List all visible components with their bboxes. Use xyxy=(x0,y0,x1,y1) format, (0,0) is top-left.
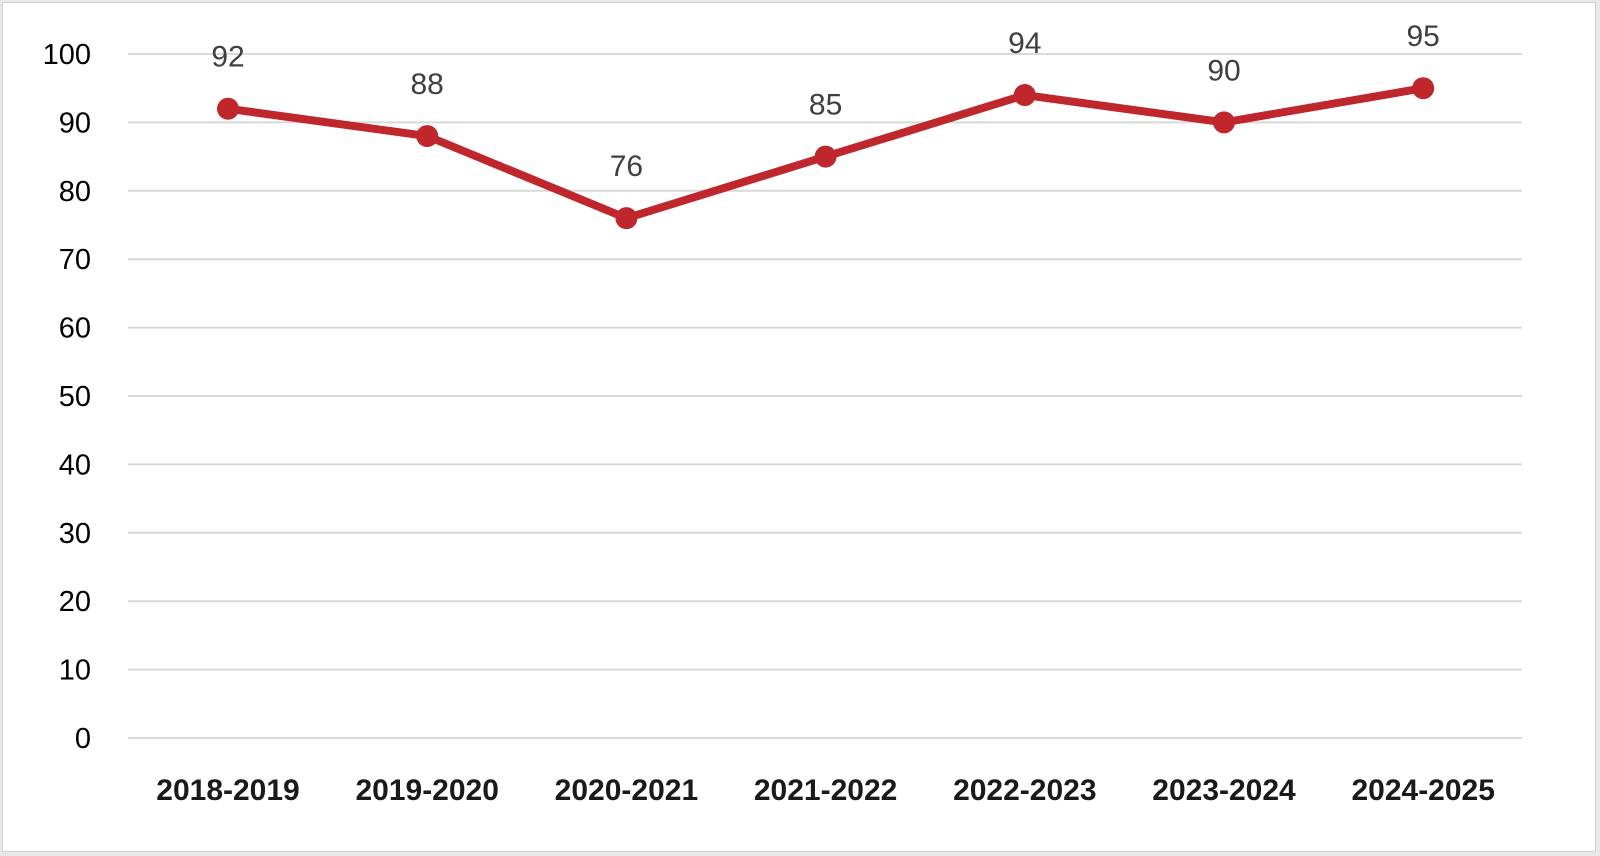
x-tick-label: 2018-2019 xyxy=(156,774,299,807)
x-tick-label: 2023-2024 xyxy=(1152,774,1296,807)
y-tick-label: 70 xyxy=(59,244,91,276)
data-label: 95 xyxy=(1407,20,1440,53)
data-point xyxy=(814,145,837,168)
x-tick-label: 2020-2021 xyxy=(555,774,698,807)
y-tick-label: 30 xyxy=(59,518,91,550)
data-labels: 92 88 76 85 94 90 95 xyxy=(211,20,1440,183)
x-axis-ticks: 2018-2019 2019-2020 2020-2021 2021-2022 2022… xyxy=(156,774,1495,807)
data-point xyxy=(1412,77,1435,100)
data-point xyxy=(217,97,239,120)
x-tick-label: 2019-2020 xyxy=(355,774,498,807)
data-label: 76 xyxy=(610,150,643,183)
y-tick-label: 60 xyxy=(59,313,91,345)
data-point xyxy=(1213,111,1235,134)
data-label: 92 xyxy=(211,41,244,74)
data-point xyxy=(615,207,638,230)
data-label: 88 xyxy=(411,68,444,101)
data-label: 90 xyxy=(1207,54,1240,87)
y-tick-label: 100 xyxy=(43,39,91,71)
y-tick-label: 10 xyxy=(59,655,91,687)
line-chart: 0 10 20 30 40 50 60 70 80 90 100 2018-2019 2019-202… xyxy=(43,20,1522,807)
y-tick-label: 0 xyxy=(75,723,91,755)
y-tick-label: 40 xyxy=(59,449,91,481)
data-point xyxy=(416,125,439,148)
series-group xyxy=(217,77,1435,230)
y-tick-label: 50 xyxy=(59,381,91,413)
data-label: 94 xyxy=(1008,27,1041,60)
data-point xyxy=(1013,84,1036,107)
gridlines xyxy=(128,53,1522,739)
y-tick-label: 20 xyxy=(59,586,91,618)
x-tick-label: 2022-2023 xyxy=(953,774,1096,807)
x-tick-label: 2021-2022 xyxy=(754,774,897,807)
y-axis-ticks: 0 10 20 30 40 50 60 70 80 90 100 xyxy=(43,39,91,755)
data-label: 85 xyxy=(809,89,842,122)
y-tick-label: 90 xyxy=(59,107,91,139)
x-tick-label: 2024-2025 xyxy=(1351,774,1494,807)
y-tick-label: 80 xyxy=(59,176,91,208)
